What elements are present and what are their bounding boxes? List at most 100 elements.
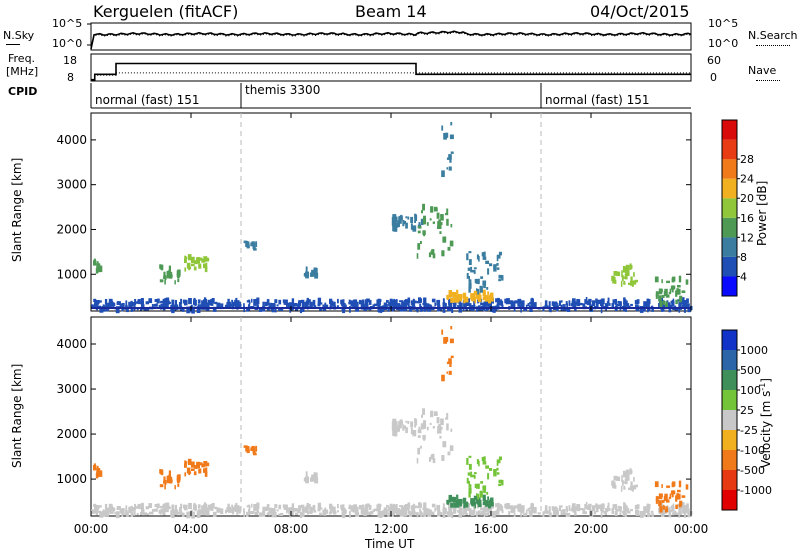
power-echo-region: [416, 203, 454, 259]
velocity-echo-region: [184, 458, 210, 477]
power-echo-region: [446, 289, 494, 304]
nsky-series: [90, 30, 692, 50]
velocity-colorbar-tick-label: 1000: [740, 344, 768, 357]
power-ytick-label: 4000: [56, 133, 87, 147]
velocity-ytick-label: 2000: [56, 427, 87, 441]
xtick-label: 00:00: [74, 522, 109, 536]
date-title: 04/Oct/2015: [590, 2, 690, 21]
station-title: Kerguelen (fitACF): [93, 2, 239, 21]
noise-tick-right-low: 10^0: [708, 37, 739, 50]
freq-tick-high: 18: [63, 54, 77, 67]
velocity-echo-region: [159, 469, 181, 490]
power-echo-region: [466, 251, 504, 295]
power-echo-region: [611, 263, 638, 287]
nave-series: [91, 72, 691, 82]
velocity-colorbar-frame: [721, 329, 738, 511]
velocity-colorbar-swatch: [722, 470, 737, 490]
nave-legend-line: [756, 80, 780, 81]
nave-tick-low: 0: [710, 71, 717, 84]
velocity-colorbar-swatch: [722, 370, 737, 390]
velocity-colorbar-tick-label: -1000: [740, 484, 772, 497]
velocity-echo-region: [611, 468, 638, 492]
power-panel-frame: [90, 112, 692, 312]
power-colorbar-tick-label: 12: [740, 231, 754, 244]
velocity-echo-region: [441, 326, 454, 382]
velocity-colorbar-tick-label: -25: [740, 424, 758, 437]
nave-label: Nave: [748, 64, 777, 77]
velocity-echo-region: [466, 455, 504, 500]
power-colorbar-swatch: [722, 178, 737, 199]
x-axis-label: Time UT: [365, 537, 415, 551]
freq-tick-low: 8: [67, 71, 74, 84]
xtick-label: 16:00: [474, 522, 509, 536]
noise-panel-frame: [90, 22, 692, 51]
nsky-label: N.Sky: [3, 29, 35, 42]
power-echo-region: [391, 213, 424, 232]
velocity-colorbar-tick-label: 100: [740, 384, 761, 397]
power-colorbar-swatch: [722, 120, 737, 140]
velocity-echo-region: [93, 463, 103, 479]
power-colorbar-swatch: [722, 198, 737, 218]
power-colorbar-swatch: [722, 256, 737, 277]
frequency-series: [91, 62, 691, 81]
power-colorbar-swatch: [722, 159, 737, 179]
freq-label: Freq.: [8, 52, 36, 65]
velocity-colorbar-swatch: [722, 430, 737, 450]
beam-title: Beam 14: [355, 2, 427, 21]
xtick-label: 00:00: [674, 522, 709, 536]
power-echo-region: [243, 240, 258, 251]
velocity-ytick-label: 1000: [56, 472, 87, 486]
nsearch-label: N.Search: [748, 29, 798, 42]
cpid-segment-3: normal (fast) 151: [545, 93, 650, 107]
velocity-echo-region: [243, 445, 258, 456]
power-colorbar-tick-label: 8: [740, 251, 747, 264]
power-echo-region: [93, 258, 103, 274]
nsearch-series: [90, 31, 692, 50]
velocity-ytick-label: 4000: [56, 337, 87, 351]
velocity-colorbar-tick-label: 500: [740, 364, 761, 377]
power-colorbar-frame: [721, 119, 738, 297]
power-ytick-label: 2000: [56, 222, 87, 236]
velocity-echo-region: [654, 480, 689, 513]
velocity-colorbar-tick-label: 25: [740, 404, 754, 417]
nsky-legend-line: [6, 44, 20, 45]
xtick-label: 08:00: [274, 522, 309, 536]
freq-panel-frame: [90, 53, 692, 82]
power-echo-region: [441, 122, 454, 177]
noise-tick-left-high: 10^5: [52, 17, 83, 30]
velocity-colorbar-swatch: [722, 330, 737, 350]
nave-tick-high: 60: [707, 54, 721, 67]
power-colorbar-swatch: [722, 217, 737, 238]
cpid-segment-2: themis 3300: [245, 83, 321, 97]
cpid-segment-1: normal (fast) 151: [95, 93, 200, 107]
freq-unit-label: [MHz]: [6, 65, 39, 78]
power-echo-region: [184, 254, 210, 273]
velocity-echo-region: [446, 494, 494, 509]
velocity-colorbar-tick-label: -100: [740, 444, 765, 457]
xtick-label: 04:00: [174, 522, 209, 536]
velocity-ytick-label: 3000: [56, 382, 87, 396]
power-ytick-label: 3000: [56, 178, 87, 192]
power-echo-region: [654, 275, 689, 308]
velocity-echo-region: [416, 408, 454, 464]
power-colorbar-tick-label: 28: [740, 153, 754, 166]
velocity-colorbar-swatch: [722, 490, 737, 510]
noise-tick-right-high: 10^5: [708, 17, 739, 30]
velocity-panel-frame: [90, 316, 692, 517]
power-colorbar-tick-label: 24: [740, 173, 754, 186]
power-echo-region: [303, 266, 319, 279]
velocity-colorbar-swatch: [722, 450, 737, 470]
nsearch-legend-line: [756, 45, 790, 46]
cpid-label: CPID: [8, 85, 38, 98]
power-colorbar-swatch: [722, 139, 737, 160]
velocity-echo-region: [303, 471, 319, 484]
power-colorbar-tick-label: 4: [740, 270, 747, 283]
velocity-colorbar-tick-label: -500: [740, 464, 765, 477]
power-ytick-label: 1000: [56, 267, 87, 281]
power-colorbar-tick-label: 16: [740, 212, 754, 225]
power-colorbar-swatch: [722, 276, 737, 296]
xtick-label: 12:00: [374, 522, 409, 536]
velocity-colorbar-swatch: [722, 410, 737, 430]
power-colorbar-swatch: [722, 237, 737, 257]
